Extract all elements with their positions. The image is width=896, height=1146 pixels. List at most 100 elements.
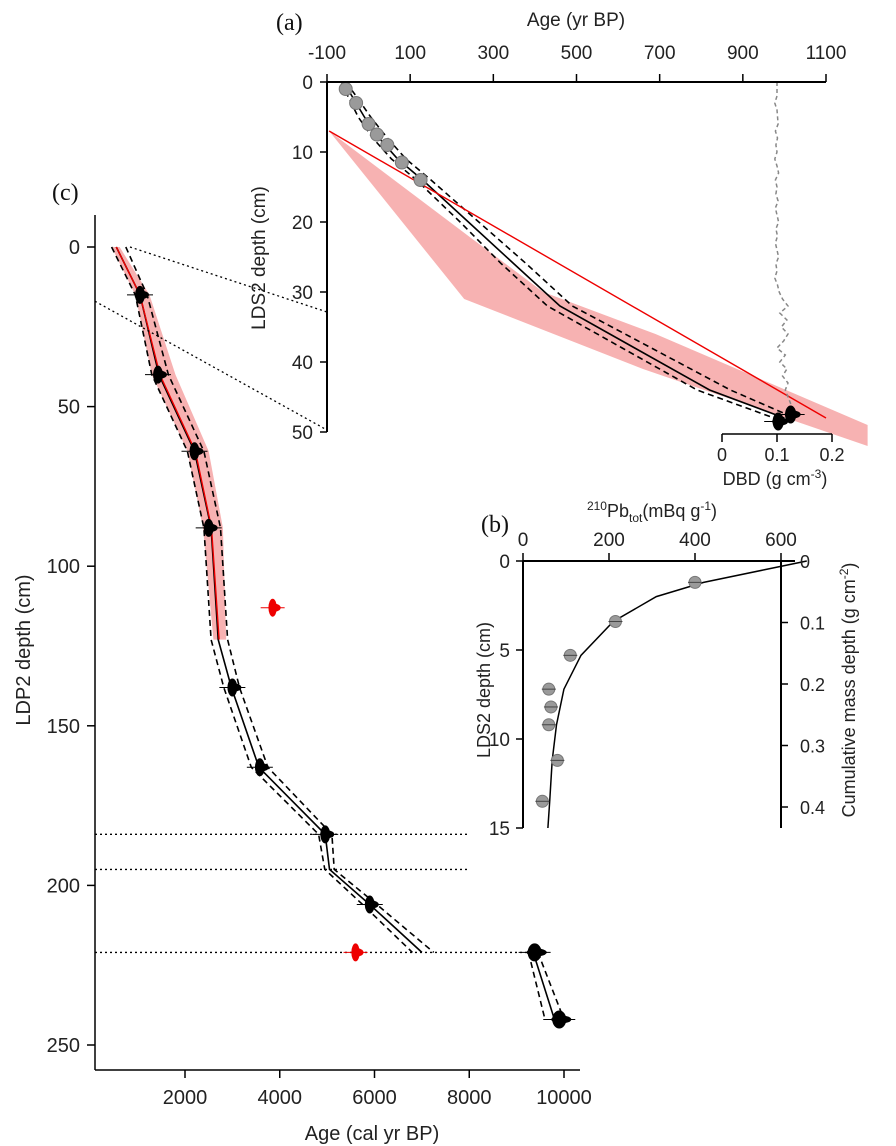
a-xtick-label-0: -100 <box>308 43 346 64</box>
b-ytick-right-label-0: 0 <box>800 552 810 572</box>
c-date-2-core <box>189 447 204 456</box>
panel-c-letter: (c) <box>52 180 79 206</box>
c-ytick-label-5: 250 <box>47 1035 80 1057</box>
a-bottom-xlabel-sup: -3 <box>811 467 822 481</box>
panel-a-letter: (a) <box>276 10 303 36</box>
a-model-upper <box>345 81 796 419</box>
a-xtick-label-5: 900 <box>727 43 759 64</box>
b-point-0 <box>688 575 702 589</box>
c-xtick-label-2: 6000 <box>352 1087 397 1109</box>
a-connect-bottom <box>94 300 328 431</box>
c-model-lower <box>110 246 413 953</box>
c-red-uncertainty-band <box>111 247 227 640</box>
a-pb210-date-1 <box>349 96 364 110</box>
c-lower-model-lower <box>527 952 546 1020</box>
a-ytick-label-4: 40 <box>292 353 313 374</box>
c-xtick-label-0: 2000 <box>163 1087 208 1109</box>
b-point-6 <box>550 753 565 767</box>
a-age-model-lines <box>328 81 827 419</box>
c-date-4-core <box>227 683 242 692</box>
b-point-7 <box>535 794 550 808</box>
a-xtick-label-1: 100 <box>394 43 426 64</box>
b-ytick-right-label-3: 0.3 <box>800 737 825 757</box>
a-dbd-line <box>774 82 792 405</box>
a-dbd-tick-label-2: 0.2 <box>819 445 844 465</box>
a-date-markers <box>338 82 805 431</box>
b-point-5 <box>541 718 556 732</box>
a-pb210-date-4 <box>380 138 395 152</box>
a-ylabel: LDS2 depth (cm) <box>249 186 270 330</box>
c-date-9-core <box>551 1015 572 1024</box>
a-dbd-tick-label-0: 0 <box>717 445 727 465</box>
a-xtick-label-2: 300 <box>477 43 509 64</box>
c-date-2 <box>181 442 208 461</box>
c-date-4 <box>219 678 246 697</box>
b-ylabel-left: LDS2 depth (cm) <box>474 622 494 758</box>
b-ytick-left-label-3: 15 <box>489 819 510 840</box>
c-date-0 <box>126 285 153 304</box>
b-pb210-points <box>535 575 702 808</box>
b-xtick-label-0: 0 <box>518 530 529 551</box>
a-c14-date-0-core <box>772 417 789 426</box>
b-ytick-left-label-1: 5 <box>499 641 510 662</box>
b-xtick-label-2: 400 <box>679 530 711 551</box>
c-date-7-core <box>364 900 379 909</box>
c-xtick-label-4: 10000 <box>536 1087 592 1109</box>
b-fit-curve <box>547 560 807 829</box>
c-xtick-label-1: 4000 <box>258 1087 303 1109</box>
a-ytick-label-2: 20 <box>292 213 313 234</box>
b-fit-line <box>547 560 807 829</box>
b-ytick-right-label-2: 0.2 <box>800 675 825 695</box>
c-date-3 <box>195 518 222 537</box>
a-pb210-date-3 <box>369 127 384 142</box>
a-c14-date-1-core <box>784 410 801 419</box>
b-xlabel: 210Pbtot(mBq g-1) <box>587 499 717 525</box>
a-ytick-label-5: 50 <box>292 423 313 444</box>
b-ylabel-right-main: Cumulative mass depth (g cm <box>839 579 859 817</box>
a-c14-date-1 <box>776 405 805 424</box>
c-model-median <box>115 246 423 953</box>
c-ytick-label-2: 100 <box>47 556 80 578</box>
a-top-xlabel: Age (yr BP) <box>527 10 625 31</box>
b-xlabel-sub: tot <box>629 511 643 525</box>
b-ytick-left-label-2: 10 <box>489 730 510 751</box>
a-ytick-label-3: 30 <box>292 283 313 304</box>
b-point-4 <box>543 700 558 714</box>
c-model-upper <box>125 246 435 954</box>
c-lower-model-upper <box>537 952 565 1020</box>
a-connecting-lines <box>94 246 328 431</box>
c-outlier-1-core <box>351 948 364 957</box>
c-date-5 <box>246 758 273 777</box>
a-model-median <box>342 81 785 419</box>
c-lower-model-median <box>532 952 556 1020</box>
c-date-0-core <box>134 290 149 299</box>
c-ytick-label-1: 50 <box>58 397 80 419</box>
b-point-3 <box>541 682 556 696</box>
a-bottom-xlabel-main: DBD (g cm <box>723 469 811 489</box>
a-ytick-label-1: 10 <box>292 143 313 164</box>
c-date-markers <box>126 285 576 1029</box>
a-xtick-label-4: 700 <box>644 43 676 64</box>
a-pb210-date-6 <box>413 173 428 187</box>
b-xtick-label-1: 200 <box>593 530 625 551</box>
c-outlier-0-core <box>268 603 281 612</box>
a-bottom-xlabel: DBD (g cm-3) <box>723 467 828 489</box>
c-date-7 <box>356 895 383 914</box>
c-date-9 <box>543 1010 576 1029</box>
c-date-1 <box>144 365 171 384</box>
b-ytick-left-label-0: 0 <box>499 552 510 573</box>
c-date-6 <box>312 825 339 844</box>
a-pb210-date-5 <box>394 155 409 170</box>
c-date-6-core <box>320 830 335 839</box>
c-ylabel: LDP2 depth (cm) <box>13 574 35 725</box>
c-outlier-1 <box>343 943 368 962</box>
b-point-1 <box>608 615 623 629</box>
c-date-8-core <box>526 948 547 957</box>
